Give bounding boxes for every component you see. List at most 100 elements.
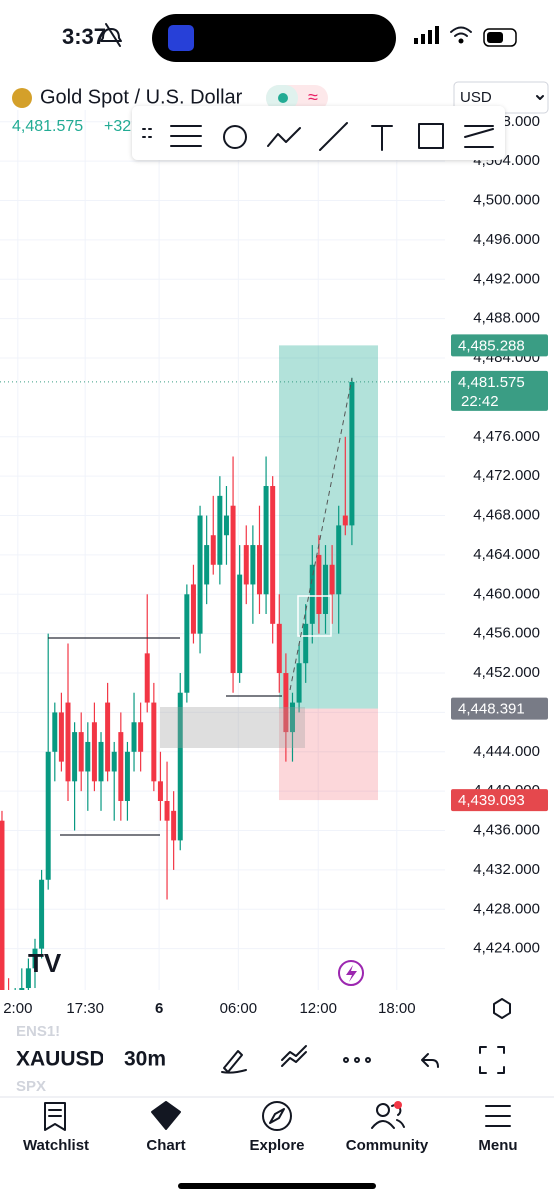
candle-body — [197, 515, 203, 634]
candle-body — [263, 486, 269, 595]
interval[interactable]: 30m — [124, 1048, 166, 1071]
tool-trend[interactable] — [319, 122, 348, 151]
candle-body — [19, 988, 25, 990]
tool-fib[interactable] — [464, 125, 494, 148]
tab-icon[interactable] — [262, 1101, 292, 1131]
projection-line — [289, 377, 353, 691]
home-indicator — [178, 1183, 376, 1189]
lightning-icon — [346, 965, 357, 982]
tool-circle[interactable] — [223, 125, 247, 149]
y-tick-label: 4,500.000 — [473, 192, 540, 209]
more-action[interactable] — [343, 1057, 349, 1063]
tab-icon[interactable] — [151, 1101, 181, 1130]
draw-action[interactable] — [221, 1050, 247, 1074]
tab-icon[interactable] — [376, 1103, 390, 1117]
target-zone — [279, 345, 378, 709]
chevron — [536, 95, 544, 100]
undo-action[interactable] — [421, 1053, 439, 1068]
price-tag-label: 4,485.288 — [458, 337, 525, 354]
candle-body — [45, 751, 51, 880]
price-tag — [451, 697, 548, 720]
notification-dot — [394, 1101, 402, 1109]
candle-body — [98, 741, 104, 782]
price-tag-label: 4,481.575 — [458, 374, 525, 391]
tab-icon[interactable] — [44, 1102, 66, 1131]
chart-actions — [221, 1045, 505, 1074]
lightning-button[interactable] — [338, 960, 364, 986]
candle-body — [85, 741, 91, 772]
candle-body — [32, 948, 38, 969]
candle-body — [72, 732, 78, 782]
app-icon — [168, 25, 194, 51]
y-tick-label: 4,476.000 — [473, 428, 540, 445]
y-tick-label: 4,492.000 — [473, 270, 540, 287]
y-tick-label: 4,468.000 — [473, 507, 540, 524]
price-change: +32 — [104, 118, 131, 135]
tool-text[interactable] — [371, 125, 393, 151]
candle-body — [329, 564, 335, 595]
x-tick-label: 12:00 — [299, 1000, 337, 1017]
candle-body — [124, 751, 130, 802]
symbol-clip: XAUUSD — [16, 1048, 105, 1071]
symbol[interactable]: XAUUSD — [16, 1048, 105, 1071]
price-tag-label: 4,439.093 — [458, 792, 525, 809]
indicators-action[interactable] — [281, 1045, 307, 1067]
y-tick-label: 4,456.000 — [473, 625, 540, 642]
y-tick-label: 4,436.000 — [473, 822, 540, 839]
stop-zone — [279, 708, 378, 801]
candle-body — [303, 623, 309, 664]
y-tick-label: 4,444.000 — [473, 743, 540, 760]
candle-body — [111, 751, 117, 772]
drag-handle[interactable] — [142, 128, 152, 138]
candle-body — [296, 663, 302, 703]
battery-level — [487, 32, 503, 43]
marker-box — [297, 595, 332, 637]
tab-label[interactable]: Explore — [249, 1137, 304, 1154]
watch-above: ENS1! — [16, 1023, 60, 1040]
candle-body — [237, 574, 243, 674]
candle-body — [204, 545, 210, 585]
candle-body — [118, 732, 124, 802]
wave-icon: ≈ — [308, 87, 318, 107]
candle-body — [58, 712, 64, 762]
tool-rect[interactable] — [418, 123, 444, 149]
candle-body — [184, 594, 190, 693]
tab-label[interactable]: Community — [346, 1137, 429, 1154]
tab-icons — [44, 1101, 511, 1131]
currency: USD — [460, 89, 492, 106]
tab-icon[interactable] — [485, 1105, 511, 1127]
settings-icon[interactable] — [493, 998, 511, 1019]
watch-below: SPX — [16, 1078, 46, 1095]
silent-icon — [100, 23, 122, 47]
tool-path[interactable] — [267, 127, 301, 147]
battery — [483, 28, 517, 47]
candle-body — [309, 564, 315, 624]
signal-icon — [414, 26, 439, 44]
tab-label[interactable]: Menu — [478, 1137, 517, 1154]
candle-body — [25, 968, 31, 989]
y-tick-label: 4,460.000 — [473, 585, 540, 602]
x-tick-label: 6 — [155, 1000, 163, 1017]
price-tag-label: 4,448.391 — [458, 701, 525, 718]
candle-body — [270, 486, 276, 624]
y-tick-label: 4,464.000 — [473, 546, 540, 563]
wifi-dot — [458, 38, 464, 44]
tab-label[interactable]: Watchlist — [23, 1137, 89, 1154]
candle-body — [65, 702, 71, 782]
candle-body — [276, 623, 282, 674]
drawing-toolbar — [132, 106, 505, 160]
candle-body — [217, 495, 223, 565]
symbol-title[interactable]: Gold Spot / U.S. Dollar — [40, 86, 243, 108]
y-tick-label: 4,428.000 — [473, 900, 540, 917]
tool-lines[interactable] — [170, 125, 202, 147]
candle-body — [78, 732, 84, 772]
fullscreen-action[interactable] — [479, 1046, 505, 1074]
candle-body — [0, 820, 5, 990]
wifi-icon — [450, 26, 472, 37]
candle-body — [131, 722, 137, 752]
drawings — [48, 637, 282, 836]
candle-body — [349, 381, 355, 526]
tab-label[interactable]: Chart — [146, 1137, 185, 1154]
